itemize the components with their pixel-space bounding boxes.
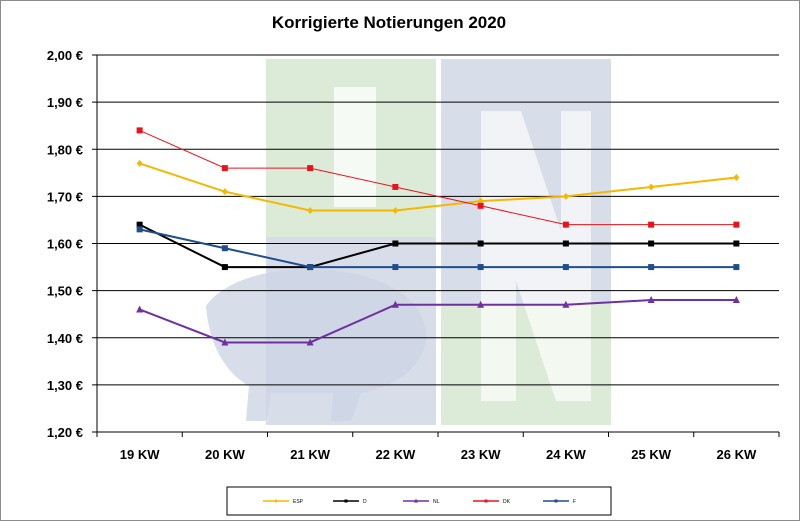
series-line	[139, 129, 737, 226]
data-point	[136, 226, 143, 233]
y-tick-label: 1,60 €	[47, 237, 83, 252]
series-nl	[136, 296, 740, 346]
x-tick-label: 19 KW	[120, 447, 160, 462]
data-point	[562, 300, 570, 308]
legend-label: ESP	[293, 499, 304, 505]
y-tick-label: 1,40 €	[47, 331, 83, 346]
x-tick-label: 26 KW	[717, 447, 757, 462]
data-point	[221, 188, 228, 196]
data-point	[391, 300, 399, 308]
y-tick-label: 2,00 €	[47, 48, 83, 63]
data-point	[562, 264, 569, 271]
series-line	[139, 299, 737, 344]
data-point	[221, 264, 228, 271]
data-point	[562, 221, 569, 228]
y-tick-label: 1,30 €	[47, 378, 83, 393]
data-point	[136, 127, 143, 134]
data-point	[221, 245, 228, 252]
data-point	[477, 202, 484, 209]
y-tick-label: 1,20 €	[47, 425, 83, 440]
data-point	[136, 305, 144, 313]
logo-watermark	[206, 59, 611, 425]
x-tick-label: 23 KW	[461, 447, 501, 462]
data-point	[648, 264, 655, 271]
data-point	[647, 296, 655, 304]
legend-label: DK	[503, 499, 511, 505]
x-tick-label: 21 KW	[290, 447, 330, 462]
series-line	[139, 223, 737, 269]
data-point	[221, 165, 228, 172]
data-point	[477, 264, 484, 271]
data-point	[648, 221, 655, 228]
data-point	[554, 499, 558, 503]
legend-entry: ESP	[263, 499, 304, 505]
axes	[96, 55, 779, 433]
data-point	[392, 207, 399, 215]
data-point	[274, 499, 278, 503]
legend-label: D	[363, 499, 367, 505]
data-point	[562, 192, 569, 200]
series-esp	[136, 159, 740, 215]
data-point	[307, 207, 314, 215]
data-point	[392, 264, 399, 271]
data-point	[477, 240, 484, 247]
data-point	[306, 338, 314, 346]
legend-label: NL	[433, 499, 440, 505]
y-tick-label: 1,70 €	[47, 189, 83, 204]
data-point	[392, 183, 399, 190]
x-tick-label: 25 KW	[631, 447, 671, 462]
data-point	[733, 240, 740, 247]
y-tick-label: 1,80 €	[47, 142, 83, 157]
legend-label: F	[573, 499, 576, 505]
x-tick-label: 22 KW	[376, 447, 416, 462]
data-point	[732, 296, 740, 304]
y-tick-label: 1,90 €	[47, 95, 83, 110]
series-line	[139, 162, 737, 212]
data-point	[562, 240, 569, 247]
y-tick-label: 1,50 €	[47, 284, 83, 299]
y-tick-labels: 1,20 € 1,30 € 1,40 € 1,50 € 1,60 € 1,70 € 1,80…	[47, 48, 83, 440]
data-point	[414, 498, 418, 503]
legend-entry: DK	[473, 499, 511, 505]
legend-entry: NL	[403, 498, 440, 505]
series-dk	[136, 127, 740, 228]
data-point	[733, 264, 740, 271]
x-tick-label: 24 KW	[546, 447, 586, 462]
data-point	[307, 264, 314, 271]
x-tick-labels: 19 KW 20 KW 21 KW 22 KW 23 KW 24 KW 25 KW 26 KW	[120, 447, 757, 462]
data-point	[392, 240, 399, 247]
legend-entry: D	[333, 499, 367, 505]
data-point	[733, 221, 740, 228]
legend-entry: F	[543, 499, 576, 505]
data-point	[307, 165, 314, 172]
legend: ESP D NL DK F	[226, 486, 612, 516]
x-tick-label: 20 KW	[205, 447, 245, 462]
data-point	[648, 240, 655, 247]
data-point	[477, 300, 485, 308]
series-line	[139, 228, 737, 269]
data-point	[733, 174, 740, 182]
series-f	[136, 226, 740, 271]
data-point	[484, 499, 488, 503]
data-point	[136, 221, 143, 228]
data-point	[136, 159, 143, 167]
data-point	[648, 183, 655, 191]
data-point	[221, 338, 229, 346]
series-layer	[136, 127, 740, 346]
chart-title: Korrigierte Notierungen 2020	[272, 13, 506, 32]
data-point	[344, 499, 348, 503]
